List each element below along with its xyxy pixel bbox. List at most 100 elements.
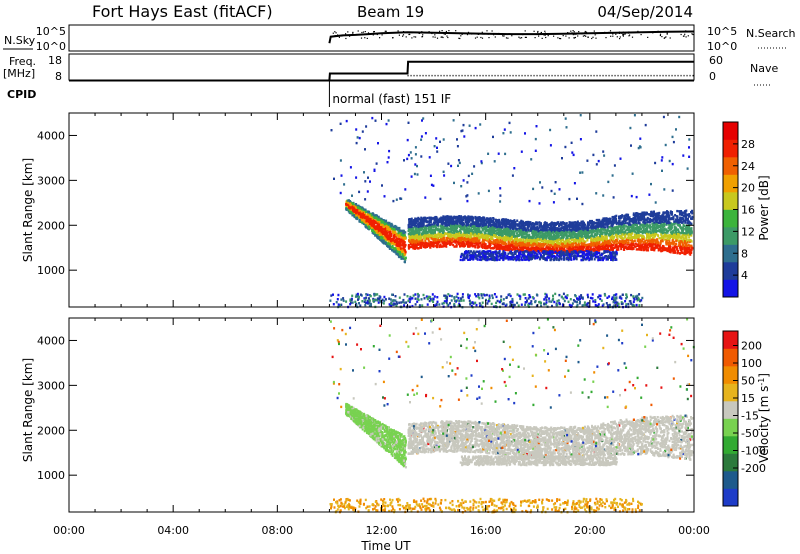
nsky-dot bbox=[572, 30, 574, 32]
nsky-dot bbox=[447, 36, 449, 39]
nsky-dot bbox=[402, 35, 404, 37]
nsky-dot bbox=[487, 33, 489, 35]
nsky-dot bbox=[337, 34, 339, 36]
velocity-y-ticks: 1000 2000 3000 4000 bbox=[37, 334, 694, 482]
velocity-ylabel: Slant Range [km] bbox=[21, 358, 35, 462]
nsky-dot bbox=[584, 35, 586, 37]
nsky-dot bbox=[522, 34, 524, 36]
nsky-dot bbox=[409, 33, 411, 35]
nsky-dot bbox=[459, 37, 461, 40]
power-y-ticks: 1000 2000 3000 4000 bbox=[37, 129, 694, 277]
colorbar-swatch bbox=[723, 383, 738, 402]
cpid-label: CPID bbox=[7, 88, 36, 101]
power-ylabel: Slant Range [km] bbox=[21, 158, 35, 262]
freq-tick-top: 18 bbox=[48, 54, 62, 67]
nsky-dot bbox=[608, 31, 610, 33]
nsky-dot bbox=[335, 32, 337, 34]
nave-tick-top: 60 bbox=[709, 54, 723, 67]
colorbar-tick-label: 100 bbox=[741, 357, 762, 370]
colorbar-swatch bbox=[723, 366, 738, 384]
nsky-dot bbox=[533, 30, 535, 32]
nave-tick-bottom: 0 bbox=[709, 70, 716, 83]
colorbar-swatch bbox=[723, 453, 738, 472]
nsky-dot bbox=[622, 35, 624, 37]
nsky-dot bbox=[585, 35, 587, 37]
nsky-dot bbox=[434, 36, 436, 38]
station-title: Fort Hays East (fitACF) bbox=[92, 2, 273, 21]
colorbar-swatch bbox=[723, 401, 738, 419]
nsky-dot bbox=[663, 37, 665, 39]
nsky-dot bbox=[493, 34, 495, 36]
colorbar-tick-label: -100 bbox=[741, 445, 766, 458]
nsky-dot bbox=[478, 33, 480, 35]
power-data-cloud bbox=[329, 114, 694, 309]
nsky-dot bbox=[537, 31, 539, 33]
nsky-dot bbox=[594, 34, 596, 36]
nsky-dot bbox=[448, 30, 450, 32]
nsky-dot bbox=[573, 31, 575, 33]
freq-tick-bottom: 8 bbox=[55, 70, 62, 83]
nsky-dot bbox=[521, 37, 523, 39]
y-tick-label: 4000 bbox=[37, 334, 65, 347]
colorbar-swatch bbox=[723, 488, 738, 507]
nsky-dot bbox=[684, 33, 686, 35]
freq-label: Freq. bbox=[9, 55, 36, 68]
y-tick-label: 1000 bbox=[37, 469, 65, 482]
nsky-dot bbox=[347, 31, 349, 33]
nsky-dot bbox=[541, 37, 543, 39]
nsky-dot bbox=[357, 30, 359, 32]
nsky-dot bbox=[581, 33, 583, 35]
power-x-ticks bbox=[68, 113, 695, 307]
nsky-dot bbox=[360, 37, 363, 39]
nsky-dot bbox=[615, 33, 617, 35]
nsky-dot bbox=[480, 33, 483, 35]
nsky-dot bbox=[398, 34, 400, 36]
nsearch-tick-top: 10^5 bbox=[707, 25, 737, 38]
nsky-dot bbox=[622, 34, 624, 36]
beam-label: Beam 19 bbox=[357, 3, 424, 21]
nsky-dot bbox=[352, 31, 354, 33]
nsky-dot bbox=[574, 33, 576, 36]
nsky-dot bbox=[334, 31, 336, 33]
nsky-dot bbox=[481, 37, 484, 39]
nsky-dot bbox=[659, 34, 661, 37]
colorbar-tick-label: 4 bbox=[741, 269, 748, 282]
nsky-dot bbox=[585, 32, 587, 34]
nsky-dot bbox=[402, 34, 405, 36]
nsky-dot bbox=[582, 35, 584, 37]
nsky-dot bbox=[459, 33, 461, 35]
nsky-dot bbox=[628, 35, 630, 37]
nsky-dot bbox=[652, 32, 654, 34]
nsky-dot bbox=[502, 35, 504, 37]
nsky-dot bbox=[483, 33, 485, 35]
nsearch-label: N.Search bbox=[746, 27, 796, 40]
velocity-panel: 1000 2000 3000 4000 Slant Range [km] 200 100… bbox=[21, 317, 771, 514]
nsky-dot bbox=[461, 33, 463, 35]
nsky-dot bbox=[574, 36, 576, 39]
nsky-dot bbox=[422, 34, 424, 36]
nsky-dot bbox=[557, 37, 559, 39]
nsky-dot bbox=[384, 30, 386, 32]
nsky-dot bbox=[338, 36, 340, 38]
nsky-dot bbox=[553, 35, 555, 37]
colorbar-frame bbox=[722, 330, 739, 507]
nsky-dot bbox=[387, 32, 389, 34]
nsky-dot bbox=[616, 36, 618, 38]
freq-series-line bbox=[328, 60, 694, 81]
time-tick-label: 00:00 bbox=[53, 524, 85, 537]
colorbar-tick-label: -15 bbox=[741, 410, 759, 423]
nsky-dot bbox=[539, 32, 541, 34]
nsky-dot bbox=[591, 37, 593, 40]
nsky-dot bbox=[405, 36, 407, 38]
colorbar-swatch bbox=[723, 227, 738, 245]
freq-frame bbox=[68, 53, 695, 81]
nsky-dot bbox=[604, 31, 606, 33]
nsky-dot bbox=[364, 31, 366, 33]
date-label: 04/Sep/2014 bbox=[597, 3, 693, 21]
nsky-dot bbox=[543, 34, 545, 36]
nsky-dot bbox=[664, 37, 666, 39]
nsky-dot bbox=[434, 34, 436, 36]
nsky-dot bbox=[568, 37, 570, 39]
nsky-dot bbox=[623, 33, 625, 36]
nsky-dot bbox=[370, 33, 372, 35]
